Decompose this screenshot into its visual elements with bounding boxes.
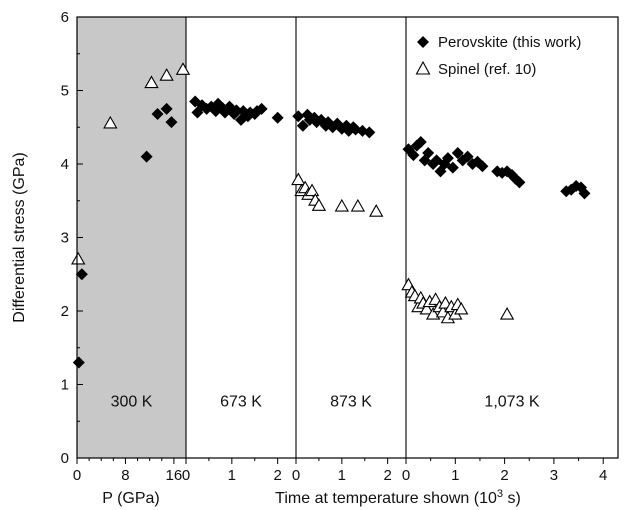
spinel-point [499, 306, 515, 320]
y-tick-label: 4 [61, 156, 69, 173]
perovskite-point [296, 119, 309, 132]
x-tick-label: 0 [402, 467, 410, 484]
x-tick-label: 1 [451, 467, 459, 484]
perovskite-point [72, 356, 85, 369]
legend-triangle-marker [415, 60, 431, 75]
x-axis-label-time-exponent: 3 [497, 488, 503, 500]
x-tick-label: 2 [500, 467, 508, 484]
perovskite-point [461, 150, 474, 163]
perovskite-point [476, 160, 489, 173]
y-tick-label: 3 [61, 230, 69, 247]
spinel-point [103, 115, 118, 129]
spinel-point [311, 198, 327, 211]
x-tick-label: 1 [228, 467, 236, 484]
perovskite-point [75, 268, 88, 281]
spinel-point [454, 301, 469, 315]
spinel-point [144, 75, 159, 89]
perovskite-point [451, 146, 464, 159]
x-tick-label: 16 [166, 467, 183, 484]
spinel-point [71, 251, 86, 265]
panel-dividers [185, 17, 407, 458]
panel-label: 873 K [330, 394, 372, 411]
panel-labels: 300 K 673 K 873 K 1,073 K [111, 394, 540, 411]
panel-label: 673 K [220, 394, 262, 411]
perovskite-point [578, 187, 591, 200]
x-tick-label: 3 [550, 467, 558, 484]
x-tick-label: 0 [182, 467, 190, 484]
perovskite-point [513, 176, 526, 189]
x-tick-label: 2 [273, 467, 281, 484]
x-tick-label: 0 [73, 467, 81, 484]
spinel-point [419, 301, 434, 315]
perovskite-point [271, 111, 284, 124]
legend: Perovskite (this work) Spinel (ref. 10) [415, 34, 581, 78]
spinel-point [350, 198, 366, 212]
panel-label: 300 K [111, 394, 153, 411]
shaded-region-layer [77, 17, 186, 458]
legend-entry-perovskite: Perovskite (this work) [438, 34, 581, 51]
spinel-point [159, 68, 174, 81]
x-tick-label: 8 [121, 467, 129, 484]
x-axis-label-time-prefix: Time at temperature shown (10 [275, 490, 497, 507]
perovskite-point [230, 104, 243, 117]
x-axis-label-time: Time at temperature shown (103 s) [275, 488, 521, 507]
x-tick-label: 0 [292, 467, 300, 484]
spinel-point [334, 198, 350, 212]
perovskite-point [151, 108, 164, 121]
perovskite-point [160, 102, 173, 115]
y-tick-label: 5 [61, 83, 69, 100]
y-tick-label: 1 [61, 377, 69, 394]
y-axis-label: Differential stress (GPa) [11, 152, 28, 322]
x-tick-label: 4 [599, 467, 607, 484]
perovskite-point [414, 135, 427, 148]
perovskite-point [140, 150, 153, 163]
panel-label: 1,073 K [484, 394, 539, 411]
perovskite-point [407, 149, 420, 162]
spinel-point [175, 62, 191, 75]
spinel-point [304, 183, 320, 197]
x-tick-label: 2 [383, 467, 391, 484]
x-tick-label: 1 [338, 467, 346, 484]
perovskite-point [363, 126, 376, 139]
y-tick-label: 2 [61, 303, 69, 320]
perovskite-point [422, 146, 435, 159]
x-axis-label-pressure: P (GPa) [102, 490, 160, 507]
y-tick-label: 0 [61, 450, 69, 467]
legend-diamond-marker [417, 36, 429, 48]
x-axis-label-time-suffix: s) [503, 490, 521, 507]
spinel-point [425, 306, 441, 320]
perovskite-point [446, 161, 459, 174]
perovskite-point [292, 110, 305, 123]
perovskite-point [165, 116, 178, 129]
legend-entry-spinel: Spinel (ref. 10) [438, 61, 536, 78]
y-tick-label: 6 [61, 9, 69, 26]
shaded-300k-panel [77, 17, 186, 458]
spinel-point [291, 172, 306, 186]
spinel-point [369, 204, 384, 217]
perovskite-point [255, 102, 268, 115]
plot-frame [76, 16, 619, 459]
data-markers [71, 62, 591, 369]
perovskite-point [441, 152, 454, 165]
